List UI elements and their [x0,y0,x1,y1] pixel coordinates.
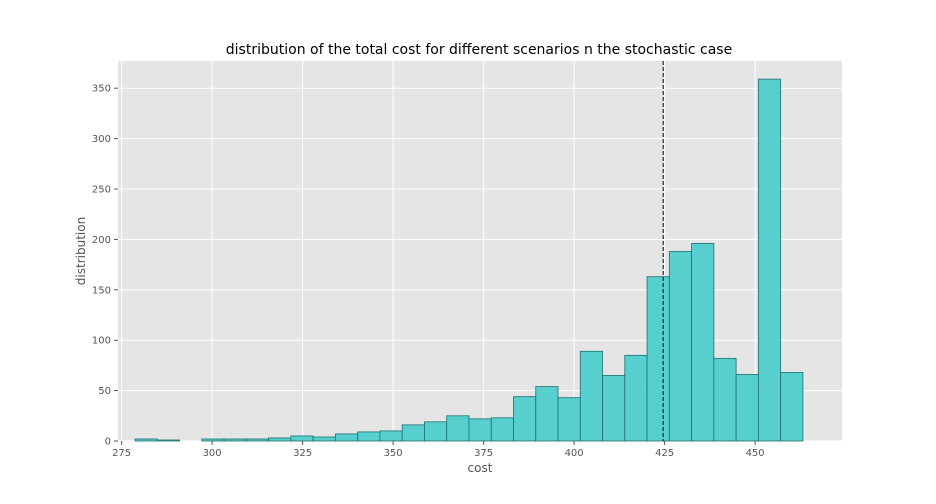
histogram-bars [134,78,804,442]
histogram-bar [401,424,425,442]
histogram-bar [513,396,537,442]
x-axis-label: cost [468,461,493,475]
histogram-bar [490,417,514,442]
histogram-bar [201,438,225,442]
x-tick-label: 350 [384,448,403,459]
histogram-bar [446,415,470,442]
histogram-bar [223,438,247,442]
histogram-bar [290,435,314,442]
histogram-bar [535,386,559,442]
x-tick-label: 300 [203,448,222,459]
chart-title: distribution of the total cost for diffe… [226,42,732,58]
y-tick-label: 50 [98,386,111,397]
histogram-bar [379,430,403,442]
histogram-bar [268,437,292,442]
x-tick-label: 400 [565,448,584,459]
x-tick-label: 425 [655,448,674,459]
x-tick-label: 375 [474,448,493,459]
histogram-bar [713,357,737,442]
histogram-bar [668,251,692,442]
histogram-bar [602,375,626,442]
histogram-bar [424,421,448,442]
y-tick-label: 0 [105,437,111,448]
x-tick-label: 325 [293,448,312,459]
histogram-bar [735,374,759,442]
histogram-bar [357,431,381,442]
histogram-bar [156,439,180,442]
y-tick-label: 150 [92,285,111,296]
y-tick-label: 200 [92,235,111,246]
y-tick-label: 250 [92,185,111,196]
histogram-bar [691,243,715,442]
y-tick-label: 350 [92,84,111,95]
histogram-bar [134,438,158,442]
x-tick-label: 275 [112,448,131,459]
histogram-bar [780,372,804,442]
histogram-bar [245,438,269,442]
x-axis-ticks: 275 300 325 350 375 400 425 450 [112,441,765,459]
x-tick-label: 450 [746,448,765,459]
y-axis-label: distribution [74,217,88,285]
histogram-bar [757,78,782,442]
histogram-bar [557,397,581,442]
histogram-bar [579,350,603,442]
histogram-bar [646,276,670,442]
histogram-bar [312,436,336,442]
y-axis-ticks: 0 50 100 150 200 250 300 350 [92,84,118,448]
histogram-bar [468,418,492,442]
histogram-bar [624,354,648,442]
histogram-bar [334,433,359,442]
y-tick-label: 100 [92,336,111,347]
y-tick-label: 300 [92,134,111,145]
